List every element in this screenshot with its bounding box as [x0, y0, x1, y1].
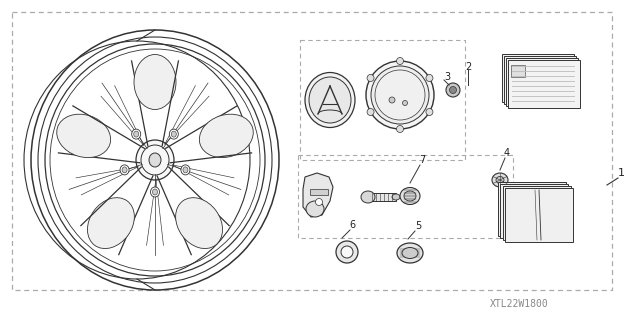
Ellipse shape	[149, 153, 161, 167]
Ellipse shape	[336, 241, 358, 263]
Ellipse shape	[175, 198, 223, 249]
Ellipse shape	[375, 70, 425, 120]
Bar	[500, 184, 568, 238]
Ellipse shape	[172, 131, 176, 137]
Circle shape	[367, 108, 374, 115]
Bar	[508, 60, 580, 108]
Circle shape	[426, 108, 433, 115]
Bar	[298, 155, 513, 238]
Circle shape	[389, 97, 395, 103]
Ellipse shape	[366, 61, 434, 129]
Ellipse shape	[181, 165, 190, 175]
Ellipse shape	[122, 167, 127, 173]
Polygon shape	[303, 173, 333, 217]
Ellipse shape	[305, 72, 355, 128]
Ellipse shape	[341, 246, 353, 258]
Ellipse shape	[183, 167, 188, 173]
Bar	[300, 40, 465, 160]
Ellipse shape	[57, 114, 111, 158]
Circle shape	[426, 75, 433, 81]
Text: 2: 2	[465, 62, 471, 72]
Bar	[504, 56, 576, 104]
Ellipse shape	[492, 173, 508, 187]
Bar	[506, 58, 578, 106]
Text: 7: 7	[419, 155, 425, 165]
Ellipse shape	[400, 188, 420, 204]
Text: 6: 6	[349, 220, 355, 230]
Circle shape	[446, 83, 460, 97]
Text: XTL22W1800: XTL22W1800	[490, 299, 548, 309]
Ellipse shape	[170, 129, 179, 139]
Ellipse shape	[132, 129, 141, 139]
Circle shape	[403, 100, 408, 106]
Ellipse shape	[496, 176, 504, 183]
Bar	[502, 54, 574, 102]
Bar	[310, 189, 328, 195]
Ellipse shape	[88, 198, 134, 249]
Text: 3: 3	[444, 72, 450, 82]
Bar	[502, 186, 570, 240]
Ellipse shape	[404, 191, 416, 201]
Ellipse shape	[392, 194, 400, 200]
Ellipse shape	[150, 187, 159, 197]
Ellipse shape	[136, 140, 174, 180]
Text: 5: 5	[415, 221, 421, 231]
Circle shape	[367, 75, 374, 81]
Text: 4: 4	[504, 148, 510, 158]
Ellipse shape	[371, 66, 429, 124]
Ellipse shape	[200, 114, 253, 158]
Ellipse shape	[134, 131, 139, 137]
Ellipse shape	[134, 55, 176, 109]
Ellipse shape	[361, 191, 375, 203]
Circle shape	[397, 57, 403, 64]
Ellipse shape	[402, 248, 418, 258]
Ellipse shape	[397, 243, 423, 263]
Bar	[12, 12, 612, 290]
Circle shape	[449, 86, 456, 93]
Ellipse shape	[306, 201, 324, 217]
Bar	[368, 193, 396, 201]
Bar	[497, 182, 566, 236]
Ellipse shape	[120, 165, 129, 175]
Ellipse shape	[152, 189, 157, 195]
Text: 1: 1	[618, 168, 625, 178]
Ellipse shape	[309, 77, 351, 123]
Bar	[505, 188, 573, 242]
Bar	[511, 65, 525, 77]
Circle shape	[397, 125, 403, 132]
Circle shape	[316, 198, 323, 205]
